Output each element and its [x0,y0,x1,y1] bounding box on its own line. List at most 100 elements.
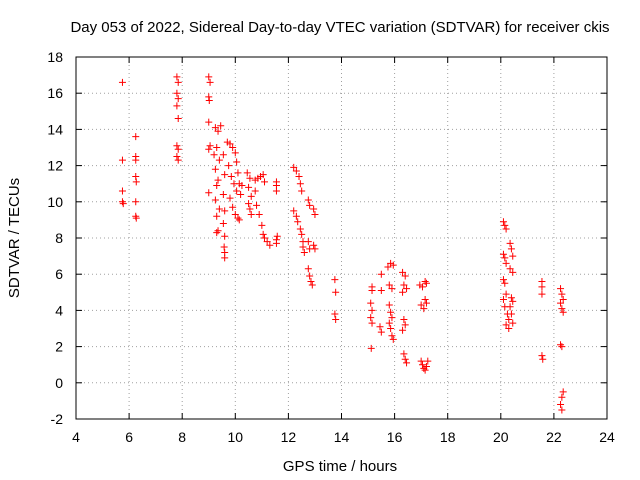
x-tick-label: 4 [72,429,80,445]
data-point [233,187,241,195]
data-point [292,167,300,175]
x-tick-label: 8 [178,429,186,445]
y-tick-label: 2 [55,339,63,355]
data-point [501,221,509,229]
x-tick-label: 16 [387,429,403,445]
data-point [311,245,319,253]
x-tick-label: 22 [546,429,562,445]
data-point [377,270,385,278]
data-point [308,281,316,289]
data-point [501,279,509,287]
data-point [506,303,514,311]
data-point [558,406,566,414]
data-point [421,296,429,304]
data-point [368,319,376,327]
data-point [213,212,221,220]
data-point [259,171,267,179]
data-point [388,332,396,340]
data-point [205,96,213,104]
data-point [422,279,430,287]
data-point [213,144,221,151]
axis-ticks [75,56,608,420]
data-point [211,124,219,132]
data-point [424,357,432,365]
data-point [226,140,234,148]
data-point [227,172,235,180]
data-point [400,281,408,289]
data-point [558,290,566,298]
data-point [509,297,517,305]
data-point [225,162,233,170]
data-point [272,187,280,195]
data-point [205,189,213,197]
y-tick-label: 16 [47,85,63,101]
data-point [205,145,213,153]
data-point [294,218,302,226]
data-point [509,252,517,260]
data-point [261,178,269,186]
data-point [215,156,223,164]
data-point [304,196,312,204]
data-point [367,314,375,322]
data-point [311,210,319,218]
chart-title: Day 053 of 2022, Sidereal Day-to-day VTE… [70,19,609,36]
data-point [237,191,245,199]
data-point [502,321,510,329]
data-point [376,323,384,331]
data-point [506,239,514,247]
data-point [234,214,242,222]
data-point [118,156,126,164]
gridlines [76,57,607,419]
data-point [505,315,513,323]
data-point [255,210,263,218]
data-points [118,73,567,414]
y-axis-title: SDTVAR / TECUs [6,178,23,298]
x-tick-label: 6 [125,429,133,445]
data-point [507,310,515,318]
data-point [304,238,312,246]
data-point [306,272,314,280]
data-point [389,261,397,269]
y-tick-label: -2 [51,411,64,427]
data-point [229,203,237,211]
data-point [502,259,510,267]
data-point [263,238,271,246]
data-point [310,205,318,213]
data-point [499,296,507,304]
x-tick-label: 12 [281,429,297,445]
data-point [310,241,318,249]
data-point [132,212,140,220]
y-tick-label: 18 [47,49,63,65]
data-point [214,127,222,135]
data-point [213,229,221,237]
data-point [132,178,140,186]
data-point [231,210,239,218]
data-point [258,221,266,229]
data-point [399,326,407,334]
data-point [173,73,181,81]
data-point [205,93,213,101]
data-point [243,169,251,177]
data-point [421,366,429,374]
data-point [118,78,126,86]
data-point [304,265,312,273]
data-point [211,196,219,204]
data-point [400,315,408,323]
data-point [417,357,425,365]
data-point [332,288,340,296]
data-point [298,230,306,238]
data-point [211,165,219,173]
data-point [226,194,234,202]
x-tick-label: 20 [493,429,509,445]
data-point [387,308,395,316]
y-tick-label: 4 [55,302,63,318]
data-point [210,151,218,159]
data-point [217,122,225,130]
data-point [235,216,243,224]
data-point [506,265,514,273]
data-point [387,325,395,332]
data-point [296,180,304,188]
x-tick-label: 18 [440,429,456,445]
data-point [174,78,182,86]
